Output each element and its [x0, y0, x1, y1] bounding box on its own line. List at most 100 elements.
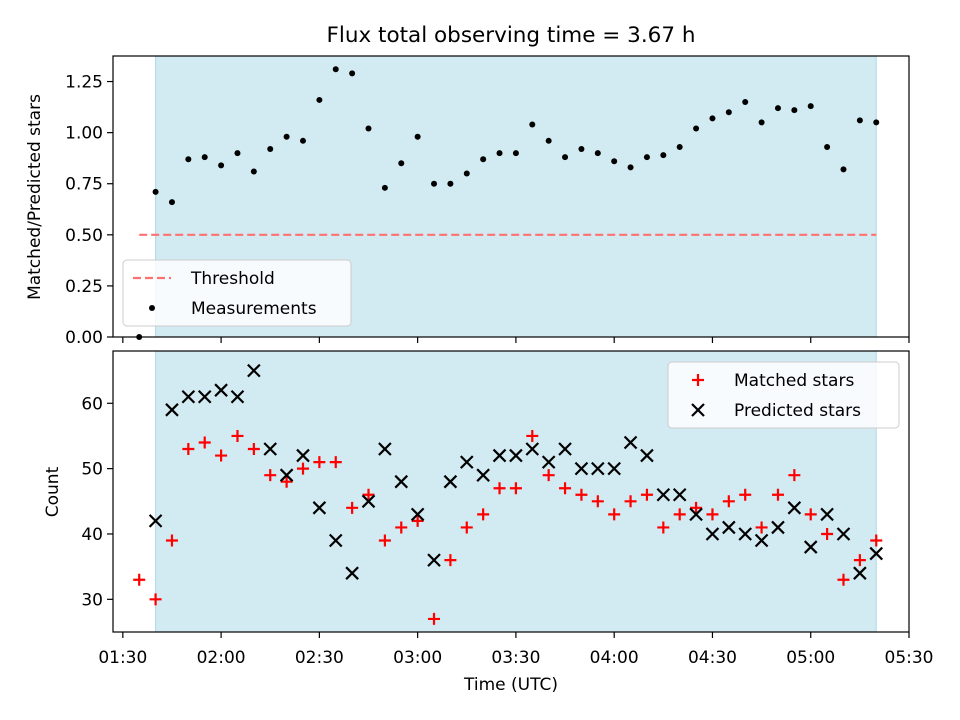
predicted-stars-point [263, 442, 278, 456]
matched-stars-point [428, 612, 441, 625]
y-tick-label: 60 [81, 394, 103, 414]
predicted-stars-point [148, 514, 163, 528]
predicted-stars-point [476, 468, 490, 482]
predicted-stars-point [640, 448, 654, 463]
measurement-point [856, 117, 863, 124]
measurement-point [447, 180, 454, 187]
legend-box [122, 259, 352, 327]
predicted-stars-point [869, 546, 884, 561]
matched-stars-point [296, 462, 309, 475]
measurement-point [512, 150, 519, 157]
matched-stars-point [722, 495, 735, 508]
matched-stars-point [280, 475, 293, 488]
y-tick-label: 30 [81, 590, 103, 610]
predicted-stars-point [705, 527, 720, 541]
matched-stars-point [673, 508, 686, 521]
legend-threshold-label: Threshold [190, 269, 275, 289]
matched-stars-point [837, 573, 850, 586]
matched-stars-point [460, 521, 473, 534]
predicted-stars-point [689, 507, 703, 522]
count-panel: 30 40 50 60 01:30 02:00 02:30 03:00 03:30 04:00 04… [81, 350, 934, 668]
predicted-stars-point [820, 507, 834, 522]
matched-stars-point [378, 534, 391, 547]
x-tick-label: 03:00 [393, 648, 442, 668]
predicted-stars-point [853, 566, 867, 580]
predicted-stars-point [738, 527, 752, 541]
predicted-stars-point [328, 533, 343, 548]
legend-predicted-swatch [691, 403, 705, 417]
x-tick-label: 04:30 [688, 648, 737, 668]
predicted-stars-point [345, 566, 359, 580]
matched-stars-point [591, 495, 604, 508]
legend-matched-label: Matched stars [734, 371, 854, 391]
measurement-point [676, 143, 683, 150]
top-y-axis-label: Matched/Predicted stars [25, 94, 45, 300]
matched-stars-point [247, 443, 260, 456]
predicted-stars-point [361, 494, 376, 509]
legend-predicted-label: Predicted stars [734, 401, 861, 421]
predicted-stars-point [607, 461, 621, 476]
matched-stars-point [264, 469, 277, 482]
predicted-stars-point [214, 383, 228, 397]
predicted-stars-point [509, 448, 523, 463]
legend-measurements-swatch [149, 305, 155, 311]
matched-stars-point [575, 488, 588, 501]
predicted-stars-point [803, 540, 818, 554]
matched-stars-point [657, 521, 670, 534]
matched-stars-point [133, 573, 146, 586]
matched-stars-point [870, 534, 883, 547]
measurement-point [480, 156, 487, 163]
matched-stars-point [559, 482, 572, 495]
legend: Matched stars Predicted stars [667, 361, 900, 429]
predicted-stars-point [541, 455, 556, 469]
matched-stars-point [477, 508, 490, 521]
predicted-stars-point [427, 553, 441, 567]
y-tick-label: 1.25 [65, 73, 103, 93]
x-axis-label: Time (UTC) [463, 675, 558, 695]
predicted-stars-point [623, 435, 638, 450]
measurement-point [660, 152, 667, 159]
predicted-stars-point [312, 501, 327, 515]
predicted-stars-point [296, 448, 310, 463]
measurement-point [234, 150, 241, 157]
predicted-stars-point [836, 527, 851, 541]
matched-stars-point [215, 449, 228, 462]
matched-stars-point [526, 429, 539, 442]
matched-stars-point [182, 443, 195, 456]
x-tick-label: 01:30 [98, 648, 147, 668]
x-tick-label: 04:00 [590, 648, 639, 668]
predicted-stars-point [558, 442, 572, 456]
predicted-stars-point [197, 389, 212, 404]
measurement-point [725, 109, 732, 116]
matched-stars-point [624, 495, 637, 508]
measurement-point [824, 143, 831, 150]
matched-stars-point [395, 521, 408, 534]
matched-stars-point [362, 488, 375, 501]
measurement-point [693, 125, 700, 132]
measurement-point [332, 66, 339, 73]
y-tick-label: 0.50 [65, 226, 103, 246]
measurement-point [496, 150, 503, 157]
predicted-stars-point [443, 474, 458, 489]
predicted-stars-point [771, 520, 785, 535]
legend-box [667, 361, 900, 429]
matched-stars-point [706, 508, 719, 521]
matched-stars-point [411, 514, 424, 527]
matched-stars-point [853, 554, 866, 567]
predicted-stars-point [165, 403, 179, 417]
matched-stars-point [165, 534, 178, 547]
measurement-point [594, 150, 601, 157]
matched-stars-point [739, 488, 752, 501]
measurement-point [463, 170, 470, 177]
predicted-stars-point [230, 389, 245, 404]
measurement-point [185, 156, 192, 163]
measurement-point [365, 125, 372, 132]
predicted-stars-point [754, 533, 769, 548]
measurement-point [381, 184, 388, 191]
legend-matched-swatch [692, 374, 704, 386]
measurement-point [250, 168, 257, 175]
legend-measurements-label: Measurements [191, 299, 317, 319]
matched-stars-point [755, 521, 768, 534]
measurement-point [758, 119, 765, 126]
measurement-point [431, 180, 438, 187]
